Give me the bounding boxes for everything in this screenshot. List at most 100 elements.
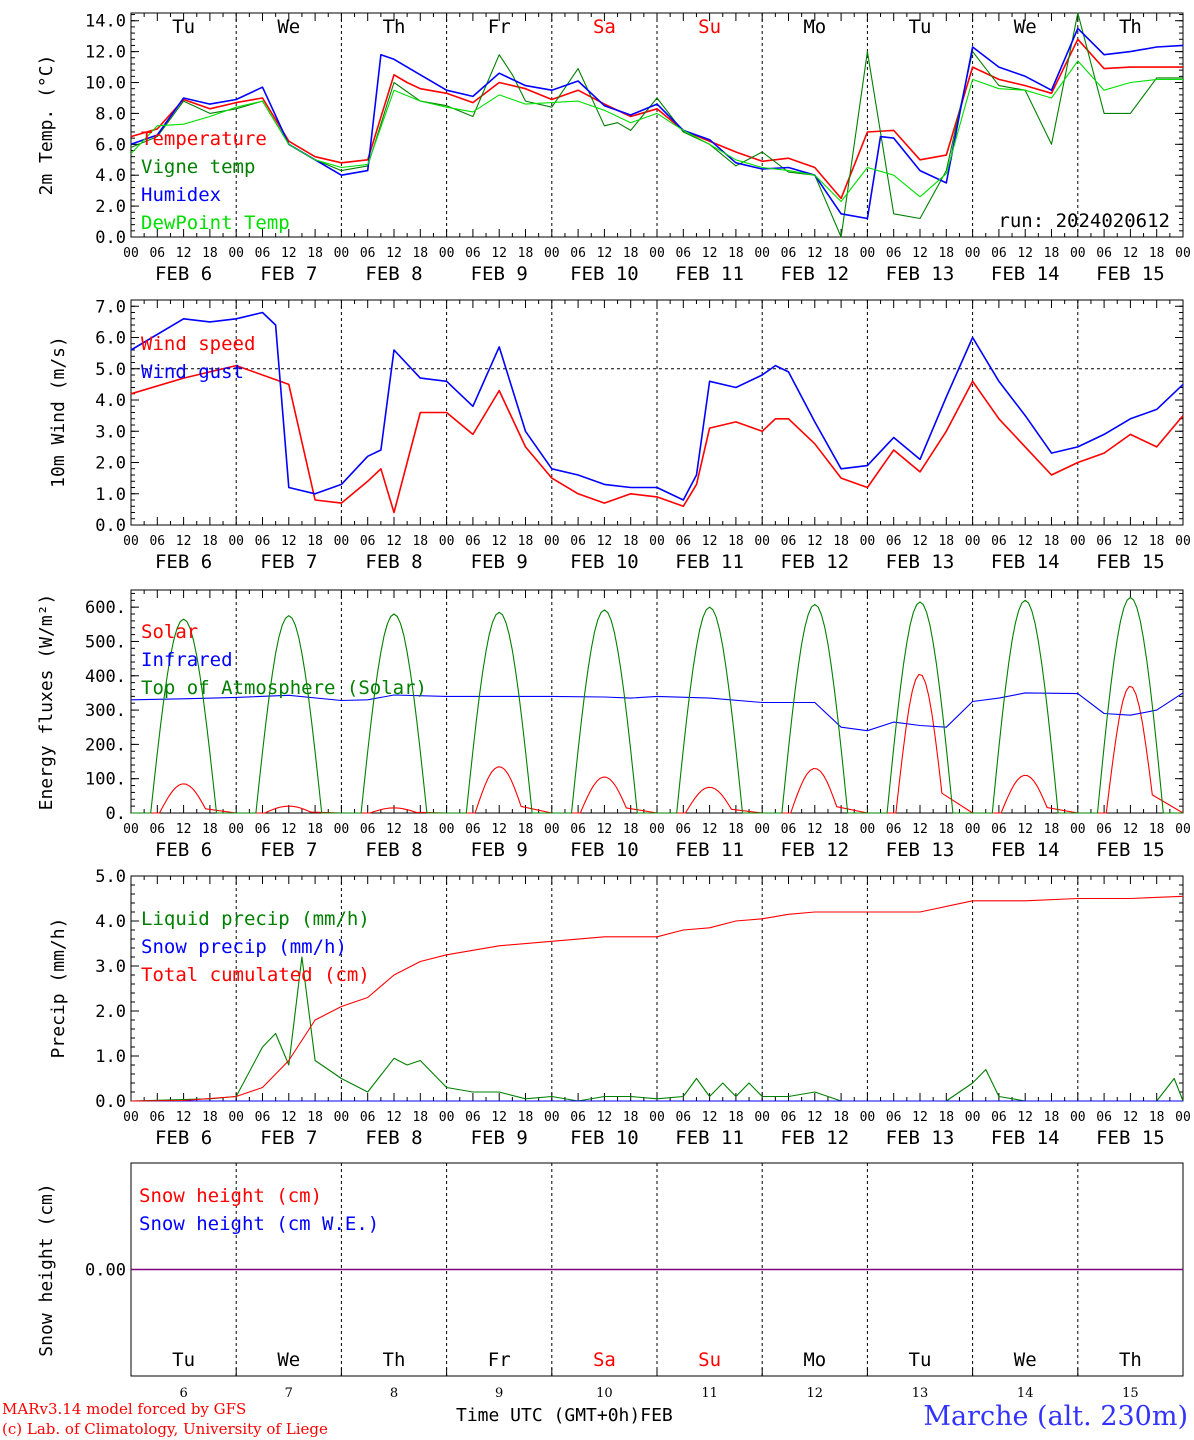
hour-label: 00 <box>123 1110 139 1125</box>
date-label: FEB 8 <box>365 839 422 861</box>
hour-label: 00 <box>1070 246 1086 261</box>
hour-label: 18 <box>202 246 218 261</box>
legend-entry: Liquid precip (mm/h) <box>141 908 370 930</box>
hour-label: 06 <box>991 1110 1007 1125</box>
hour-label: 18 <box>307 534 323 549</box>
y-tick-label: 1.0 <box>95 485 126 505</box>
y-tick-label: 14.0 <box>85 12 126 32</box>
day-name: Su <box>698 16 721 38</box>
y-axis-label: Precip (mm/h) <box>48 918 69 1059</box>
hour-label: 12 <box>491 1110 507 1125</box>
day-name: Th <box>1119 1349 1142 1371</box>
hour-label: 00 <box>649 1110 665 1125</box>
hour-label: 18 <box>938 1110 954 1125</box>
hour-label: 12 <box>386 822 402 837</box>
day-name: Su <box>698 1349 721 1371</box>
hour-label: 18 <box>412 822 428 837</box>
hour-label: 18 <box>1149 534 1165 549</box>
chart-panel-2: 0.0 1.0 2.0 3.0 4.0 5.0 6.0 7.0 10m Wind (m/s) 00… <box>48 297 1191 573</box>
legend-entry: Infrared <box>141 649 233 671</box>
y-tick-label: 6.0 <box>95 135 126 155</box>
hour-label: 00 <box>123 534 139 549</box>
hour-label: 18 <box>623 822 639 837</box>
hour-label: 06 <box>570 822 586 837</box>
hour-label: 18 <box>1044 1110 1060 1125</box>
legend-entry: Total cumulated (cm) <box>141 964 370 986</box>
hour-label: 12 <box>702 1110 718 1125</box>
hour-label: 06 <box>360 822 376 837</box>
date-label: FEB 12 <box>780 551 849 573</box>
hour-label: 18 <box>728 534 744 549</box>
hour-label: 12 <box>176 534 192 549</box>
y-tick-label: 10.0 <box>85 74 126 94</box>
legend-entry: Wind speed <box>141 333 255 355</box>
y-tick-label: 12.0 <box>85 43 126 63</box>
hour-label: 18 <box>518 246 534 261</box>
hour-label: 18 <box>833 822 849 837</box>
hour-label: 00 <box>334 246 350 261</box>
hour-label: 00 <box>1175 534 1191 549</box>
date-label: FEB 10 <box>570 839 639 861</box>
model-credit: MARv3.14 model forced by GFS <box>2 1400 247 1418</box>
hour-label: 06 <box>1096 1110 1112 1125</box>
hour-label: 00 <box>1175 822 1191 837</box>
hour-label: 12 <box>597 822 613 837</box>
hour-label: 12 <box>1017 1110 1033 1125</box>
hour-label: 00 <box>754 534 770 549</box>
hour-label: 18 <box>938 534 954 549</box>
y-tick-label: 0.00 <box>85 1261 126 1281</box>
date-label: FEB 12 <box>780 839 849 861</box>
hour-label: 18 <box>307 822 323 837</box>
hour-label: 00 <box>544 1110 560 1125</box>
hour-label: 06 <box>781 822 797 837</box>
date-label: FEB 13 <box>886 263 955 285</box>
y-tick-label: 3.0 <box>95 957 126 977</box>
hour-label: 18 <box>307 246 323 261</box>
date-label: FEB 7 <box>260 1127 317 1149</box>
day-name: We <box>277 16 300 38</box>
hour-label: 12 <box>176 822 192 837</box>
hour-label: 12 <box>597 534 613 549</box>
hour-label: 18 <box>833 534 849 549</box>
hour-label: 06 <box>465 246 481 261</box>
series-wind-speed <box>130 364 1184 514</box>
y-tick-label: 4.0 <box>95 912 126 932</box>
date-label: FEB 9 <box>471 1127 528 1149</box>
hour-label: 12 <box>702 246 718 261</box>
date-label: FEB 15 <box>1096 263 1165 285</box>
hour-label: 12 <box>597 1110 613 1125</box>
hour-label: 12 <box>281 246 297 261</box>
hour-label: 06 <box>149 822 165 837</box>
hour-label: 12 <box>807 1110 823 1125</box>
hour-label: 00 <box>649 822 665 837</box>
hour-label: 00 <box>965 534 981 549</box>
legend-entry: Wind gust <box>141 361 244 383</box>
hour-label: 18 <box>1149 1110 1165 1125</box>
date-label: FEB 6 <box>155 263 212 285</box>
day-name: We <box>1014 1349 1037 1371</box>
series-temperature <box>130 38 1183 200</box>
chart-panel-3: 0. 100. 200. 300. 400. 500. 600. Energy fluxes … <box>36 589 1191 861</box>
date-label: FEB 7 <box>260 263 317 285</box>
hour-label: 06 <box>781 1110 797 1125</box>
y-tick-label: 6.0 <box>95 329 126 349</box>
hour-label: 06 <box>570 534 586 549</box>
hour-label: 00 <box>544 534 560 549</box>
hour-label: 18 <box>202 534 218 549</box>
hour-label: 06 <box>149 1110 165 1125</box>
date-label: FEB 9 <box>471 263 528 285</box>
day-number: 11 <box>701 1386 718 1401</box>
hour-label: 06 <box>991 534 1007 549</box>
hour-label: 06 <box>149 534 165 549</box>
y-tick-label: 2.0 <box>95 454 126 474</box>
hour-label: 00 <box>649 534 665 549</box>
hour-label: 00 <box>544 822 560 837</box>
hour-label: 12 <box>491 822 507 837</box>
series-liquid-precip-mm-h <box>130 956 1184 1102</box>
day-name: Fr <box>488 1349 511 1371</box>
hour-label: 00 <box>860 534 876 549</box>
hour-label: 12 <box>176 246 192 261</box>
date-label: FEB 13 <box>886 839 955 861</box>
hour-label: 00 <box>334 1110 350 1125</box>
hour-label: 06 <box>570 246 586 261</box>
